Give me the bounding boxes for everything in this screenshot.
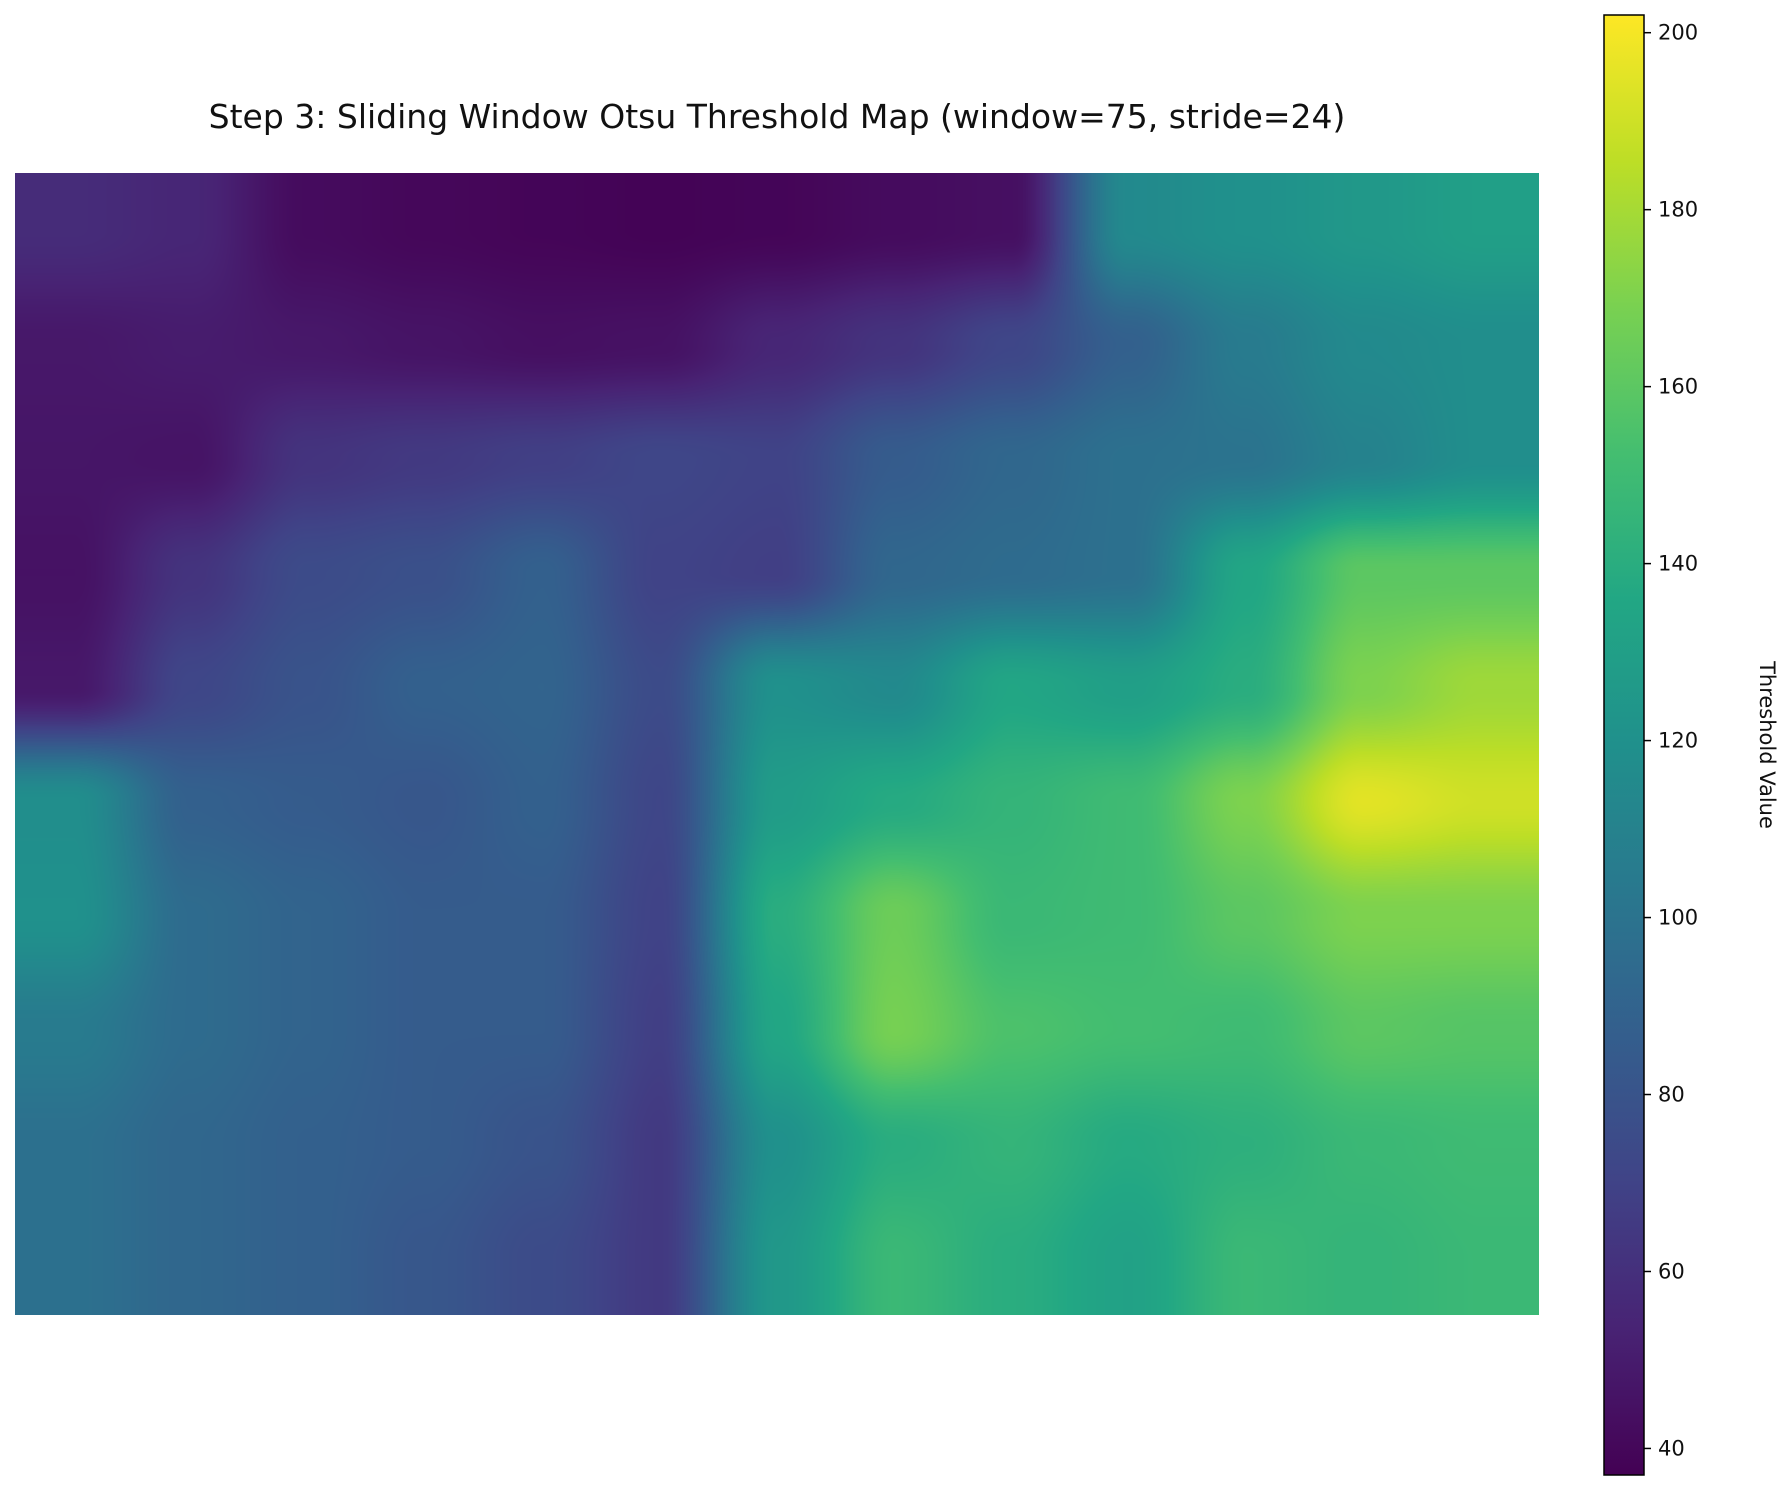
colorbar-tick-label: 160 bbox=[1658, 375, 1698, 399]
heatmap-canvas bbox=[15, 173, 1539, 1315]
colorbar-tick-label: 100 bbox=[1658, 906, 1698, 930]
chart-title: Step 3: Sliding Window Otsu Threshold Ma… bbox=[208, 97, 1346, 136]
colorbar: 40 60 80 100 120 140 160 180 200 Threshold Value bbox=[1603, 14, 1779, 1476]
heatmap-plot bbox=[15, 173, 1539, 1315]
colorbar-tick-label: 120 bbox=[1658, 729, 1698, 753]
colorbar-tick-label: 180 bbox=[1658, 198, 1698, 222]
colorbar-tick-label: 140 bbox=[1658, 552, 1698, 576]
colorbar-tick-label: 200 bbox=[1658, 21, 1698, 45]
colorbar-tick-label: 80 bbox=[1658, 1083, 1685, 1107]
colorbar-ticks: 40 60 80 100 120 140 160 180 200 bbox=[1644, 21, 1698, 1460]
colorbar-label: Threshold Value bbox=[1755, 660, 1779, 829]
colorbar-tick-label: 40 bbox=[1658, 1436, 1685, 1460]
colorbar-gradient bbox=[1603, 14, 1645, 1476]
colorbar-tick-label: 60 bbox=[1658, 1259, 1685, 1283]
